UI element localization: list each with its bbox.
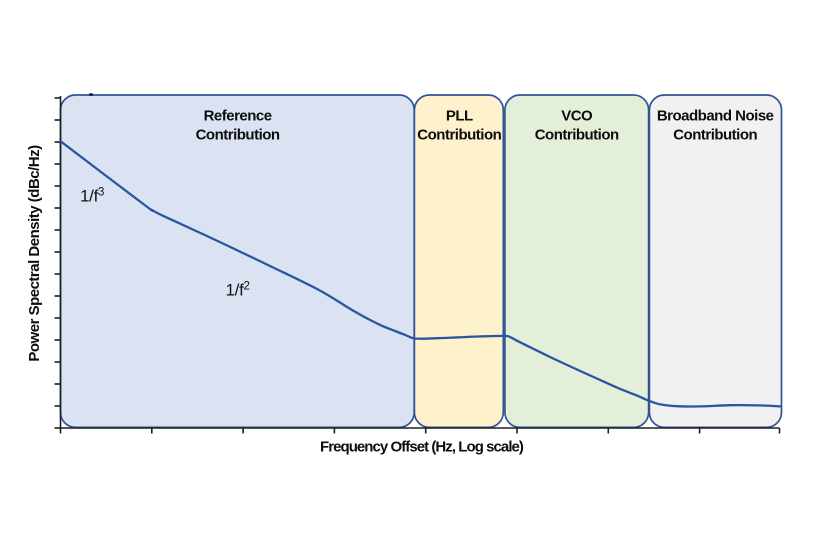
svg-text:VCO: VCO xyxy=(561,108,593,125)
svg-text:Contribution: Contribution xyxy=(673,127,757,144)
svg-text:Power Spectral Density (dBc/Hz: Power Spectral Density (dBc/Hz) xyxy=(26,145,43,362)
svg-text:Contribution: Contribution xyxy=(196,127,280,144)
svg-text:PLL: PLL xyxy=(446,108,473,125)
svg-text:Broadband Noise: Broadband Noise xyxy=(657,108,774,125)
svg-text:Frequency Offset (Hz, Log scal: Frequency Offset (Hz, Log scale) xyxy=(320,439,524,456)
svg-text:Reference: Reference xyxy=(204,108,272,125)
svg-text:Contribution: Contribution xyxy=(417,127,501,144)
svg-text:Contribution: Contribution xyxy=(535,127,619,144)
